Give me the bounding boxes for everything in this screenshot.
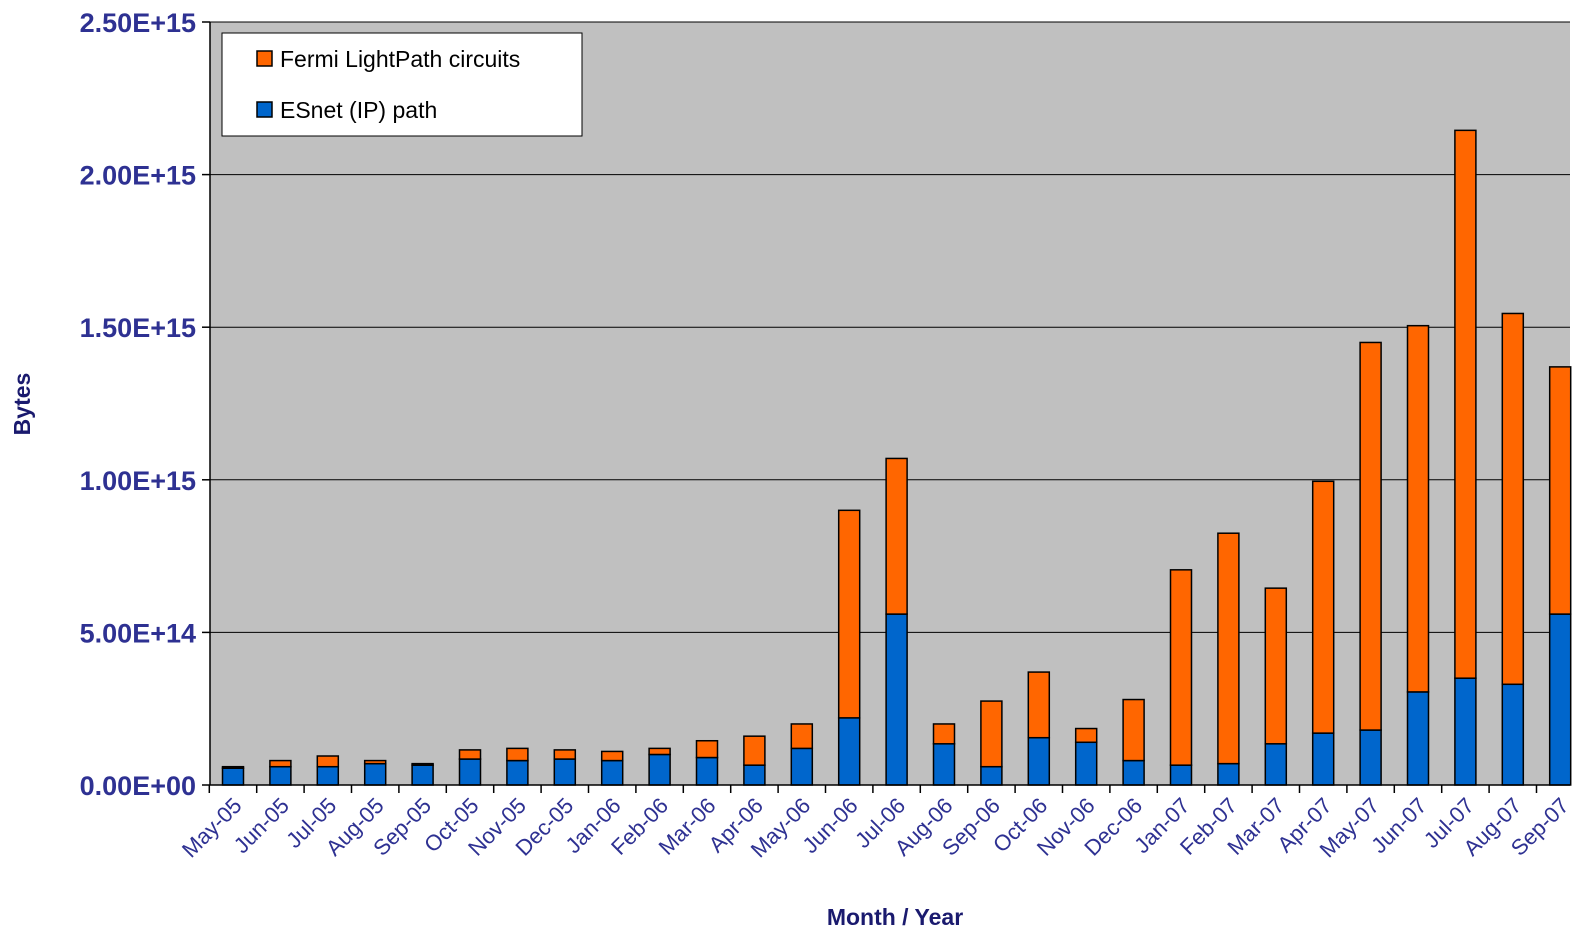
bar-esnet (980, 765, 1003, 786)
legend-swatch-lightpath (256, 50, 273, 67)
y-tick-label: 2.00E+15 (80, 161, 196, 191)
bar-esnet (316, 765, 340, 786)
bar-lightpath (269, 759, 292, 768)
bar-lightpath (885, 457, 908, 615)
legend: Fermi LightPath circuits ESnet (IP) path (221, 32, 583, 137)
bar-esnet (885, 613, 908, 786)
bar-esnet (648, 753, 671, 786)
bar-esnet (932, 743, 956, 786)
y-tick-labels: 0.00E+00 5.00E+14 1.00E+15 1.50E+15 2.00E+15… (80, 8, 196, 801)
y-tick-label: 1.00E+15 (80, 466, 196, 496)
bar-lightpath (1217, 532, 1240, 765)
bar-esnet (837, 717, 861, 786)
bar-lightpath (932, 723, 956, 745)
bar-esnet (363, 762, 387, 786)
bar-esnet (1311, 732, 1335, 786)
bar-lightpath (411, 762, 434, 766)
y-tick-label: 0.00E+00 (80, 771, 196, 801)
bar-lightpath (506, 747, 529, 762)
legend-box (221, 32, 583, 137)
x-axis-title: Month / Year (827, 904, 963, 930)
bar-esnet (1122, 759, 1145, 786)
bar-esnet (743, 764, 766, 786)
bar-lightpath (221, 765, 245, 769)
bar-lightpath (363, 759, 387, 765)
bar-esnet (1454, 677, 1477, 786)
x-tick-label: May-05 (177, 793, 247, 863)
bar-lightpath (790, 723, 814, 750)
bar-lightpath (695, 739, 719, 759)
bar-lightpath (1501, 312, 1525, 686)
bar-esnet (1501, 683, 1525, 786)
bar-esnet (600, 759, 624, 786)
bar-esnet (1169, 764, 1193, 786)
x-tick-labels: May-05Jun-05Jul-05Aug-05Sep-05Oct-05Nov-… (177, 793, 1574, 863)
bar-lightpath (980, 700, 1003, 768)
bar-lightpath (648, 747, 671, 756)
bar-lightpath (1406, 324, 1430, 693)
bar-lightpath (600, 750, 624, 762)
bar-esnet (1359, 729, 1382, 786)
legend-label-esnet: ESnet (IP) path (280, 97, 437, 123)
legend-label-lightpath: Fermi LightPath circuits (280, 46, 520, 72)
bar-lightpath (1311, 480, 1335, 734)
bar-lightpath (1122, 698, 1145, 762)
bar-esnet (458, 758, 482, 786)
bar-esnet (1027, 736, 1051, 786)
bar-lightpath (837, 509, 861, 719)
y-tick-label: 5.00E+14 (80, 618, 196, 648)
bar-esnet (1217, 762, 1240, 786)
legend-swatch-esnet (256, 101, 273, 118)
bar-lightpath (1074, 727, 1098, 744)
bar-lightpath (743, 735, 766, 766)
bar-lightpath (1169, 569, 1193, 766)
axes (202, 21, 1570, 793)
bar-lightpath (1027, 671, 1051, 739)
bar-esnet (411, 764, 434, 786)
bar-esnet (1548, 613, 1572, 786)
bar-lightpath (553, 749, 577, 760)
bar-lightpath (1548, 366, 1572, 615)
bar-esnet (1406, 691, 1430, 786)
bar-esnet (269, 765, 292, 786)
y-tick-label: 1.50E+15 (80, 313, 196, 343)
bars (221, 129, 1572, 786)
bar-lightpath (458, 749, 482, 760)
bar-esnet (1074, 741, 1098, 786)
bar-lightpath (1264, 587, 1288, 745)
bar-esnet (221, 767, 245, 786)
bar-lightpath (1359, 341, 1382, 731)
y-axis-title: Bytes (9, 373, 35, 436)
bar-esnet (790, 747, 814, 786)
bar-esnet (1264, 743, 1288, 786)
y-tick-label: 2.50E+15 (80, 8, 196, 38)
bar-lightpath (316, 755, 340, 768)
bar-esnet (506, 759, 529, 786)
bar-esnet (553, 758, 577, 786)
bar-lightpath (1454, 129, 1477, 679)
bar-esnet (695, 756, 719, 786)
